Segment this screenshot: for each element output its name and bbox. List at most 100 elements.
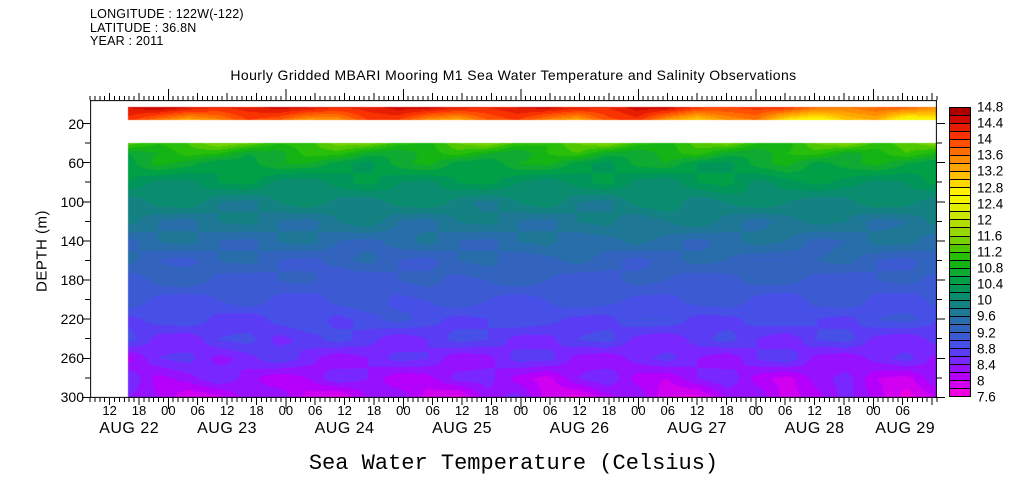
x-hour-label: 12: [689, 403, 705, 418]
temperature-heatmap: [90, 100, 937, 398]
x-hour-label: 18: [836, 403, 852, 418]
colorbar-tick-label: 12.4: [977, 196, 1004, 212]
x-hour-label: 12: [102, 403, 117, 418]
colorbar-tick-label: 8.8: [977, 341, 996, 357]
y-tick-label: 300: [60, 389, 84, 406]
colorbar-cell: [950, 139, 970, 148]
colorbar-tick-label: 8: [977, 373, 985, 389]
x-hour-label: 00: [748, 403, 764, 418]
x-hour-label: 18: [131, 403, 147, 418]
y-tick-label: 140: [60, 232, 84, 249]
y-axis-title: DEPTH (m): [33, 210, 51, 292]
colorbar-cell: [950, 299, 970, 308]
x-date-label: AUG 27: [667, 420, 728, 437]
x-hour-label: 00: [278, 403, 294, 418]
y-tick-label: 20: [68, 115, 84, 132]
colorbar-cell: [950, 243, 970, 252]
x-hour-label: 18: [601, 403, 617, 418]
colorbar-cell: [950, 171, 970, 180]
x-hour-label: 06: [777, 403, 793, 418]
colorbar-cell: [950, 323, 970, 332]
x-hour-label: 06: [190, 403, 205, 418]
colorbar-cell: [950, 267, 970, 276]
colorbar-cell: [950, 291, 970, 300]
x-hour-label: 06: [425, 403, 440, 418]
colorbar-cell: [950, 275, 970, 284]
colorbar-cell: [950, 147, 970, 156]
colorbar-cell: [950, 179, 970, 188]
x-hour-label: 18: [719, 403, 734, 418]
colorbar-cell: [950, 259, 970, 268]
x-axis-title: Sea Water Temperature (Celsius): [308, 451, 719, 476]
colorbar-cell: [950, 315, 970, 324]
colorbar-cell: [950, 219, 970, 228]
colorbar-cell: [950, 347, 970, 356]
x-hour-label: 00: [513, 403, 529, 418]
colorbar-cell: [950, 115, 970, 124]
y-tick-label: 100: [60, 193, 84, 210]
colorbar-cell: [950, 203, 970, 212]
colorbar-tick-label: 14.4: [977, 115, 1004, 131]
x-date-label: AUG 23: [197, 420, 258, 437]
x-date-label: AUG 25: [432, 420, 493, 437]
x-hour-label: 12: [572, 403, 587, 418]
colorbar-tick-label: 12.8: [977, 180, 1004, 196]
colorbar-tick-label: 11.6: [977, 228, 1003, 244]
colorbar-cell: [950, 307, 970, 316]
x-hour-label: 18: [249, 403, 264, 418]
colorbar-tick-label: 11.2: [977, 244, 1003, 260]
colorbar-cell: [950, 283, 970, 292]
x-hour-label: 12: [219, 403, 235, 418]
y-tick-label: 220: [60, 311, 84, 328]
colorbar-cell: [950, 195, 970, 204]
colorbar: [949, 107, 971, 397]
x-date-label: AUG 28: [784, 420, 845, 437]
colorbar-cell: [950, 339, 970, 348]
x-date-label: AUG 24: [314, 420, 375, 437]
x-hour-label: 12: [337, 403, 352, 418]
colorbar-cell: [950, 251, 970, 260]
colorbar-cell: [950, 163, 970, 172]
colorbar-tick-label: 10.4: [977, 276, 1004, 292]
x-hour-label: 00: [396, 403, 411, 418]
x-hour-label: 06: [660, 403, 675, 418]
colorbar-cell: [950, 372, 970, 381]
colorbar-tick-label: 8.4: [977, 357, 996, 373]
y-tick-label: 180: [60, 272, 84, 289]
colorbar-cell: [950, 355, 970, 364]
x-hour-label: 18: [484, 403, 499, 418]
colorbar-cell: [950, 331, 970, 340]
x-hour-label: 00: [631, 403, 646, 418]
colorbar-tick-label: 9.2: [977, 325, 996, 341]
colorbar-cell: [950, 187, 970, 196]
x-hour-label: 18: [366, 403, 382, 418]
x-hour-label: 06: [542, 403, 558, 418]
y-tick-label: 60: [68, 154, 84, 171]
year-label: YEAR : 2011: [90, 34, 164, 48]
colorbar-tick-label: 14: [977, 131, 993, 147]
colorbar-tick-label: 7.6: [977, 389, 996, 405]
colorbar-cell: [950, 123, 970, 132]
colorbar-cell: [950, 155, 970, 164]
colorbar-cell: [950, 388, 970, 397]
x-hour-label: 06: [895, 403, 910, 418]
colorbar-cell: [950, 108, 970, 116]
x-date-label: AUG 26: [549, 420, 610, 437]
x-hour-label: 00: [866, 403, 881, 418]
x-hour-label: 12: [454, 403, 470, 418]
latitude-label: LATITUDE : 36.8N: [90, 20, 197, 35]
y-tick-label: 260: [60, 350, 84, 367]
plot-title: Hourly Gridded MBARI Mooring M1 Sea Wate…: [230, 67, 797, 83]
colorbar-cell: [950, 380, 970, 389]
metadata-block: LONGITUDE : 122W(-122) LATITUDE : 36.8N …: [90, 7, 244, 49]
colorbar-tick-label: 9.6: [977, 308, 996, 324]
colorbar-tick-label: 13.6: [977, 147, 1004, 163]
colorbar-tick-label: 14.8: [977, 99, 1004, 115]
x-hour-label: 06: [307, 403, 323, 418]
colorbar-tick-label: 10: [977, 292, 993, 308]
x-hour-label: 12: [807, 403, 822, 418]
colorbar-tick-label: 10.8: [977, 260, 1004, 276]
x-hour-label: 00: [161, 403, 176, 418]
colorbar-cell: [950, 211, 970, 220]
